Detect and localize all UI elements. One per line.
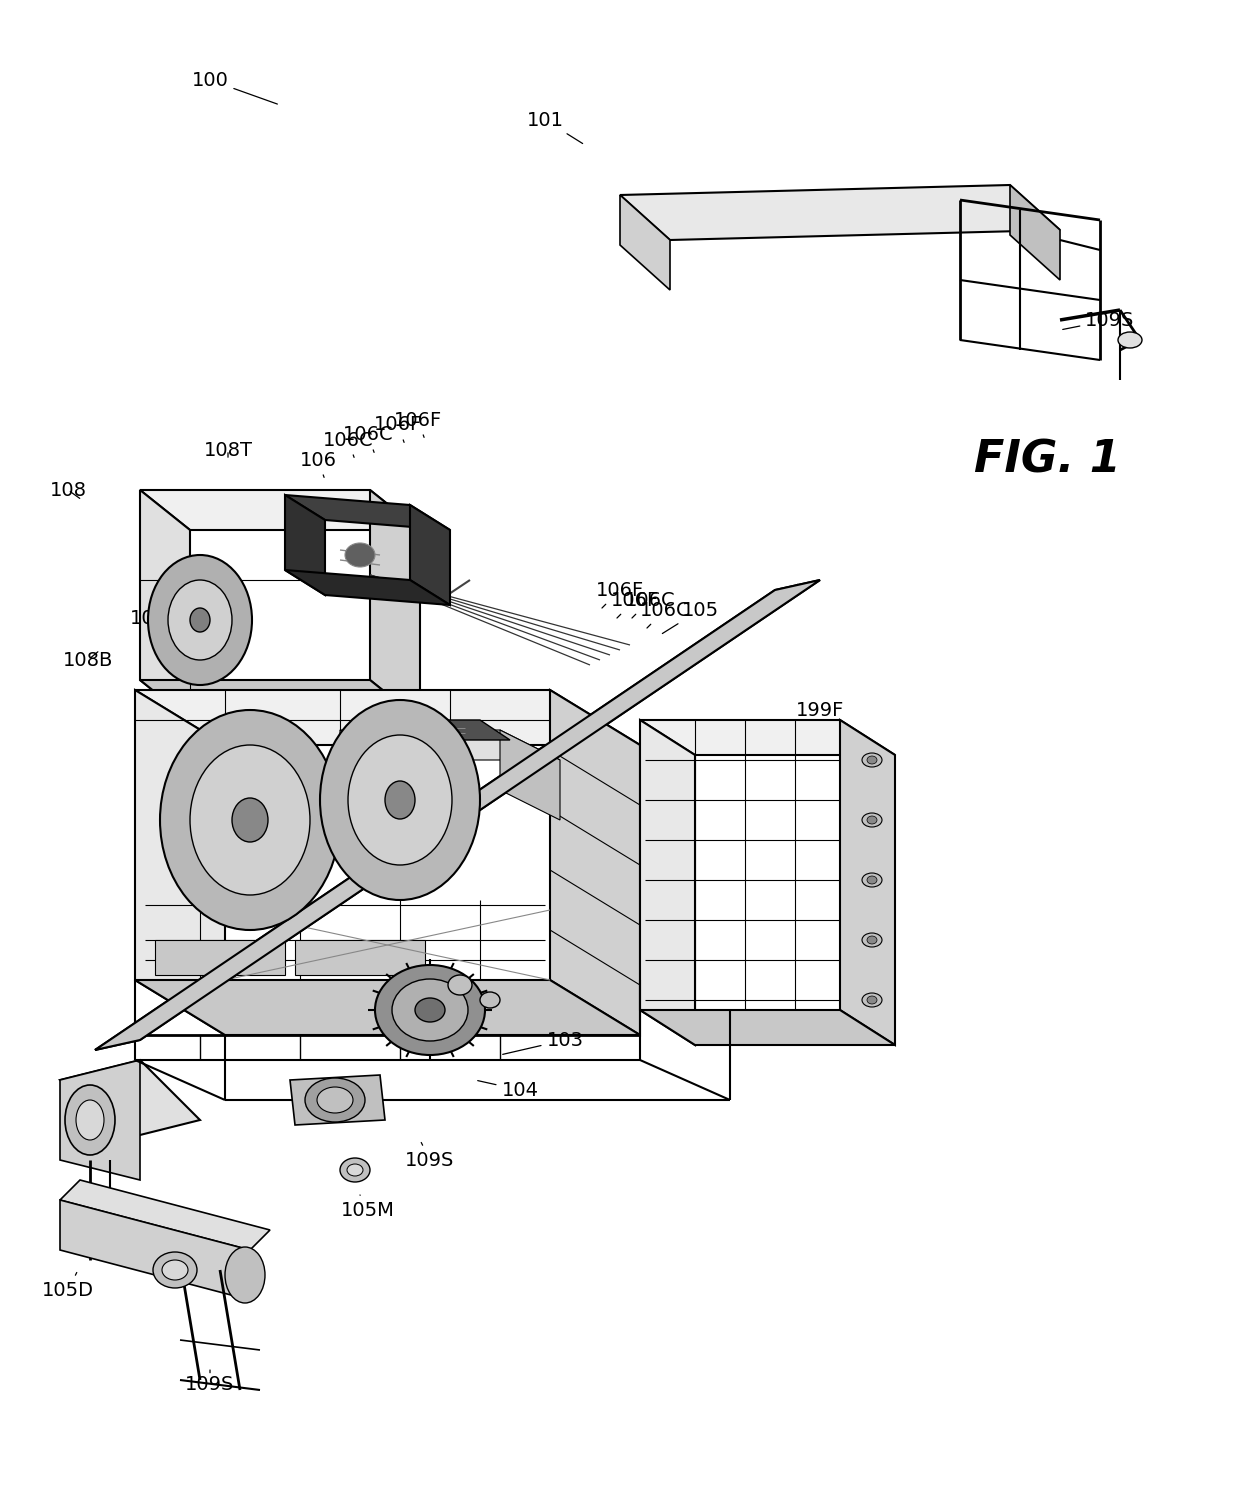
- Ellipse shape: [76, 1099, 104, 1140]
- Polygon shape: [285, 495, 450, 529]
- Text: 100: 100: [191, 71, 278, 104]
- Text: 106C: 106C: [342, 425, 393, 452]
- Text: 106F: 106F: [596, 581, 644, 608]
- Ellipse shape: [162, 1261, 188, 1280]
- Polygon shape: [839, 719, 895, 1045]
- Polygon shape: [95, 581, 820, 1050]
- Ellipse shape: [224, 1247, 265, 1303]
- Text: 105D: 105D: [42, 1273, 94, 1300]
- Text: 101: 101: [527, 110, 583, 143]
- Ellipse shape: [190, 608, 210, 632]
- Polygon shape: [140, 680, 420, 719]
- Ellipse shape: [862, 933, 882, 947]
- Text: 106F: 106F: [374, 416, 422, 442]
- Polygon shape: [60, 1060, 140, 1179]
- Text: 199F: 199F: [790, 701, 844, 719]
- Text: 106C: 106C: [625, 591, 676, 618]
- Text: 104: 104: [477, 1081, 538, 1099]
- Ellipse shape: [340, 1158, 370, 1182]
- Ellipse shape: [153, 1252, 197, 1288]
- Ellipse shape: [867, 756, 877, 765]
- Text: 103: 103: [502, 1030, 584, 1054]
- Ellipse shape: [305, 1078, 365, 1122]
- Polygon shape: [410, 505, 450, 605]
- Polygon shape: [500, 730, 560, 820]
- Polygon shape: [340, 730, 560, 760]
- Ellipse shape: [64, 1084, 115, 1155]
- Ellipse shape: [317, 1087, 353, 1113]
- Text: 102: 102: [129, 609, 187, 627]
- Ellipse shape: [167, 581, 232, 661]
- Ellipse shape: [480, 992, 500, 1007]
- Polygon shape: [135, 980, 640, 1034]
- Ellipse shape: [148, 555, 252, 685]
- Polygon shape: [640, 719, 694, 1045]
- Polygon shape: [340, 730, 401, 820]
- Ellipse shape: [320, 700, 480, 900]
- Text: 106C: 106C: [640, 600, 691, 627]
- Ellipse shape: [232, 798, 268, 841]
- Text: 105: 105: [662, 600, 718, 633]
- Ellipse shape: [448, 976, 472, 995]
- Text: FIG. 1: FIG. 1: [975, 439, 1121, 481]
- Text: 106C: 106C: [322, 430, 373, 457]
- Polygon shape: [551, 691, 640, 1034]
- Text: 109S: 109S: [185, 1369, 234, 1395]
- Polygon shape: [135, 691, 224, 1034]
- Ellipse shape: [384, 781, 415, 819]
- Polygon shape: [420, 719, 510, 740]
- Ellipse shape: [867, 876, 877, 884]
- Polygon shape: [60, 1200, 250, 1300]
- Polygon shape: [140, 490, 190, 719]
- Polygon shape: [60, 1179, 270, 1250]
- Ellipse shape: [347, 1164, 363, 1176]
- Text: 106F: 106F: [611, 591, 660, 618]
- Ellipse shape: [1118, 332, 1142, 348]
- Polygon shape: [370, 490, 420, 719]
- Text: 108: 108: [50, 481, 87, 499]
- Polygon shape: [620, 195, 670, 290]
- Text: 106: 106: [300, 451, 336, 478]
- Polygon shape: [285, 570, 450, 605]
- Polygon shape: [1011, 185, 1060, 280]
- Polygon shape: [285, 495, 325, 596]
- Polygon shape: [60, 1060, 200, 1140]
- Ellipse shape: [374, 965, 485, 1056]
- Ellipse shape: [862, 752, 882, 768]
- Ellipse shape: [862, 992, 882, 1007]
- Polygon shape: [640, 719, 895, 756]
- Ellipse shape: [862, 873, 882, 887]
- Polygon shape: [135, 691, 640, 745]
- Polygon shape: [140, 490, 420, 529]
- Ellipse shape: [190, 745, 310, 896]
- Text: 108T: 108T: [203, 440, 253, 460]
- Polygon shape: [290, 1075, 384, 1125]
- Ellipse shape: [392, 979, 467, 1041]
- Ellipse shape: [160, 710, 340, 930]
- Polygon shape: [155, 939, 285, 976]
- Ellipse shape: [348, 734, 453, 866]
- Ellipse shape: [862, 813, 882, 826]
- Text: 106F: 106F: [394, 410, 443, 437]
- Text: 109S: 109S: [405, 1143, 455, 1170]
- Polygon shape: [620, 185, 1060, 240]
- Ellipse shape: [867, 816, 877, 823]
- Text: 105M: 105M: [341, 1194, 394, 1220]
- Text: 109S: 109S: [1063, 311, 1135, 330]
- Polygon shape: [295, 939, 425, 976]
- Ellipse shape: [867, 936, 877, 944]
- Ellipse shape: [345, 543, 374, 567]
- Text: 108B: 108B: [63, 650, 113, 670]
- Polygon shape: [640, 1010, 895, 1045]
- Ellipse shape: [415, 998, 445, 1022]
- Ellipse shape: [867, 995, 877, 1004]
